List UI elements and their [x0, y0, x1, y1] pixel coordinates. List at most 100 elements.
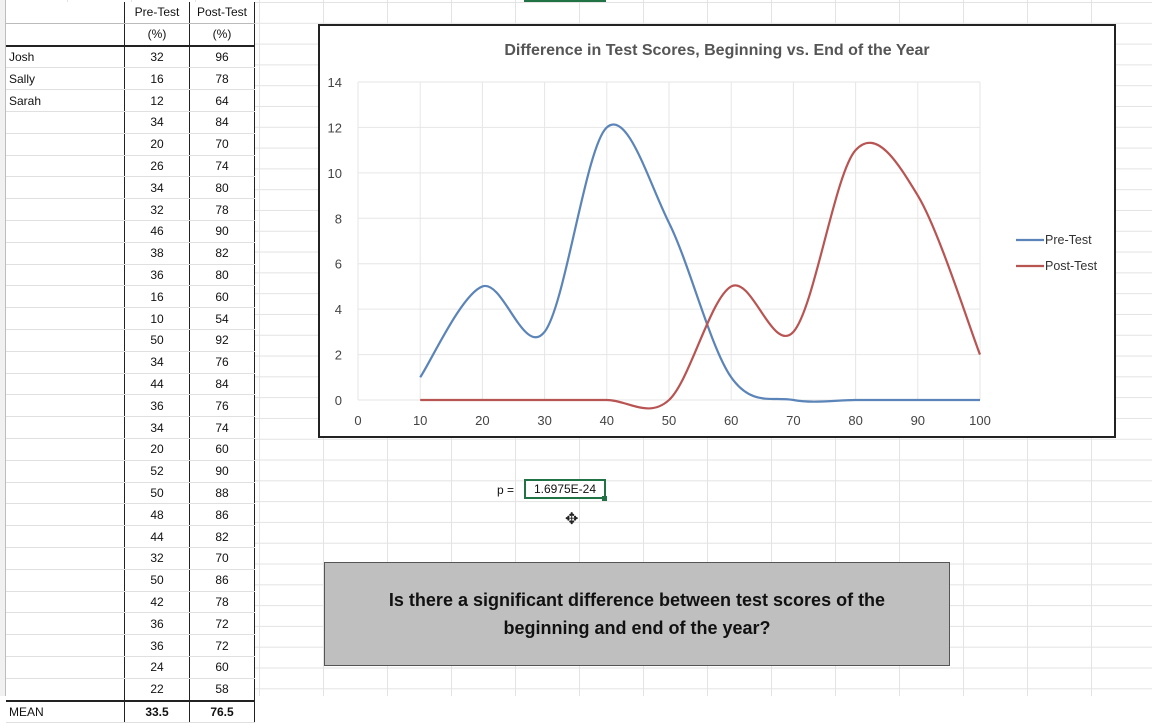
student-name-cell[interactable] [6, 438, 125, 461]
table-row[interactable]: 48 86 [6, 503, 255, 527]
post-test-cell[interactable]: 58 [189, 678, 255, 702]
pre-test-cell[interactable]: 10 [124, 307, 190, 330]
student-name-cell[interactable] [6, 111, 125, 134]
header-post-test[interactable]: Post-Test [189, 2, 255, 24]
pre-test-cell[interactable]: 20 [124, 133, 190, 156]
student-name-cell[interactable]: Sarah [6, 89, 125, 112]
table-row[interactable]: 44 84 [6, 373, 255, 396]
student-name-cell[interactable] [6, 416, 125, 439]
table-row[interactable]: 38 82 [6, 242, 255, 265]
table-row[interactable]: 10 54 [6, 307, 255, 330]
pre-test-cell[interactable]: 44 [124, 525, 190, 548]
pre-test-cell[interactable]: 24 [124, 656, 190, 679]
post-test-cell[interactable]: 60 [189, 438, 255, 461]
table-row[interactable]: 32 78 [6, 198, 255, 221]
pre-test-cell[interactable]: 52 [124, 460, 190, 483]
table-row[interactable]: 42 78 [6, 591, 255, 614]
pre-test-cell[interactable]: 50 [124, 482, 190, 505]
table-row[interactable]: 22 58 [6, 678, 255, 702]
header-name-cell[interactable] [6, 23, 125, 47]
student-name-cell[interactable] [6, 482, 125, 505]
table-row[interactable]: Sarah 12 64 [6, 89, 255, 112]
table-row[interactable]: 46 90 [6, 220, 255, 243]
pre-test-cell[interactable]: 34 [124, 416, 190, 439]
pre-test-cell[interactable]: 26 [124, 155, 190, 178]
pre-test-cell[interactable]: 36 [124, 264, 190, 287]
pre-test-cell[interactable]: 34 [124, 176, 190, 200]
post-test-cell[interactable]: 82 [189, 242, 255, 265]
post-test-cell[interactable]: 96 [189, 45, 255, 69]
table-row[interactable]: 24 60 [6, 656, 255, 679]
pre-test-cell[interactable]: 20 [124, 438, 190, 461]
post-test-cell[interactable]: 88 [189, 482, 255, 505]
post-test-cell[interactable]: 70 [189, 547, 255, 570]
post-test-cell[interactable]: 78 [189, 591, 255, 614]
post-test-cell[interactable]: 90 [189, 220, 255, 243]
student-name-cell[interactable]: Josh [6, 45, 125, 69]
mean-row[interactable]: MEAN 33.5 76.5 [6, 699, 255, 723]
student-name-cell[interactable] [6, 242, 125, 265]
header-pre-unit[interactable]: (%) [124, 23, 190, 47]
header-name-cell[interactable] [6, 2, 125, 24]
pre-test-cell[interactable]: 16 [124, 285, 190, 309]
fill-handle[interactable] [602, 496, 607, 501]
table-row[interactable]: Josh 32 96 [6, 45, 255, 69]
post-test-cell[interactable]: 90 [189, 460, 255, 483]
post-test-cell[interactable]: 72 [189, 634, 255, 657]
student-name-cell[interactable] [6, 591, 125, 614]
post-test-cell[interactable]: 76 [189, 394, 255, 418]
pre-test-cell[interactable]: 46 [124, 220, 190, 243]
student-name-cell[interactable] [6, 569, 125, 592]
student-name-cell[interactable] [6, 198, 125, 221]
student-name-cell[interactable] [6, 329, 125, 352]
table-row[interactable]: 50 88 [6, 482, 255, 505]
pre-test-cell[interactable]: 36 [124, 612, 190, 636]
table-row[interactable]: 52 90 [6, 460, 255, 483]
pre-test-cell[interactable]: 36 [124, 394, 190, 418]
post-test-cell[interactable]: 84 [189, 373, 255, 396]
p-value-cell[interactable]: 1.6975E-24 [524, 479, 606, 499]
mean-pre-cell[interactable]: 33.5 [124, 699, 190, 723]
table-row[interactable]: 34 84 [6, 111, 255, 134]
chart-container[interactable]: Difference in Test Scores, Beginning vs.… [318, 24, 1116, 438]
pre-test-cell[interactable]: 50 [124, 329, 190, 352]
pre-test-cell[interactable]: 38 [124, 242, 190, 265]
table-row[interactable]: 36 76 [6, 394, 255, 418]
student-name-cell[interactable] [6, 634, 125, 657]
post-test-cell[interactable]: 92 [189, 329, 255, 352]
post-test-cell[interactable]: 80 [189, 176, 255, 200]
post-test-cell[interactable]: 84 [189, 111, 255, 134]
student-name-cell[interactable] [6, 285, 125, 309]
question-box[interactable]: Is there a significant difference betwee… [324, 562, 950, 666]
student-name-cell[interactable]: Sally [6, 67, 125, 91]
post-test-cell[interactable]: 72 [189, 612, 255, 636]
student-name-cell[interactable] [6, 678, 125, 702]
table-row[interactable]: 50 86 [6, 569, 255, 592]
pre-test-cell[interactable]: 36 [124, 634, 190, 657]
student-name-cell[interactable] [6, 307, 125, 330]
post-test-cell[interactable]: 76 [189, 351, 255, 374]
student-name-cell[interactable] [6, 155, 125, 178]
pre-test-cell[interactable]: 32 [124, 547, 190, 570]
pre-test-cell[interactable]: 22 [124, 678, 190, 702]
table-row[interactable]: 34 80 [6, 176, 255, 200]
post-test-cell[interactable]: 74 [189, 155, 255, 178]
pre-test-cell[interactable]: 48 [124, 503, 190, 527]
student-name-cell[interactable] [6, 460, 125, 483]
mean-label-cell[interactable]: MEAN [6, 699, 125, 723]
post-test-cell[interactable]: 70 [189, 133, 255, 156]
pre-test-cell[interactable]: 50 [124, 569, 190, 592]
pre-test-cell[interactable]: 32 [124, 198, 190, 221]
table-row[interactable]: 34 76 [6, 351, 255, 374]
post-test-cell[interactable]: 60 [189, 285, 255, 309]
student-name-cell[interactable] [6, 220, 125, 243]
pre-test-cell[interactable]: 44 [124, 373, 190, 396]
post-test-cell[interactable]: 82 [189, 525, 255, 548]
header-post-unit[interactable]: (%) [189, 23, 255, 47]
post-test-cell[interactable]: 86 [189, 503, 255, 527]
post-test-cell[interactable]: 60 [189, 656, 255, 679]
student-name-cell[interactable] [6, 656, 125, 679]
table-row[interactable]: Sally 16 78 [6, 67, 255, 91]
pre-test-cell[interactable]: 16 [124, 67, 190, 91]
student-name-cell[interactable] [6, 351, 125, 374]
